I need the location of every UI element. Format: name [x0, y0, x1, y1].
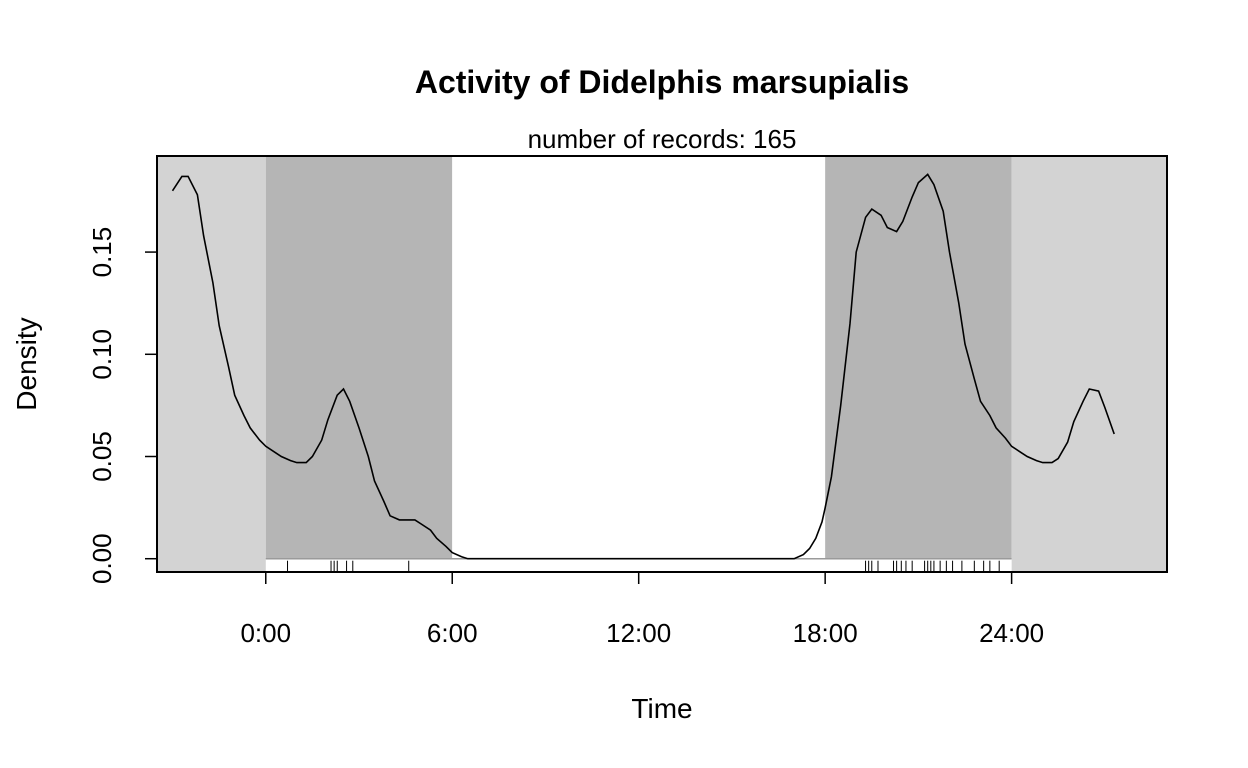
record-rug — [287, 560, 1000, 573]
plot-frame — [156, 155, 1168, 573]
density-line-0 — [171, 173, 1115, 560]
chart-title: Activity of Didelphis marsupialis — [415, 64, 909, 100]
shade-band-0 — [157, 156, 266, 572]
shade-band-4 — [1011, 156, 1167, 572]
x-tick-label: 12:00 — [606, 618, 671, 648]
rug-strip — [265, 558, 1012, 572]
y-tick-label: 0.10 — [87, 329, 117, 380]
x-tick-label: 18:00 — [793, 618, 858, 648]
density-curve-series — [171, 173, 1115, 560]
shade-band-1 — [265, 156, 453, 572]
x-tick-label: 24:00 — [979, 618, 1044, 648]
chart-subtitle: number of records: 165 — [528, 124, 797, 154]
x-tick-label: 0:00 — [240, 618, 291, 648]
shade-band-2 — [452, 156, 826, 572]
y-tick-label: 0.05 — [87, 431, 117, 482]
density-baseline — [265, 557, 1012, 572]
y-axis-label: Density — [11, 317, 42, 410]
x-axis: 0:00 6:00 12:00 18:00 24:00 — [240, 572, 1044, 648]
x-tick-label: 6:00 — [427, 618, 478, 648]
shade-band-3 — [825, 156, 1012, 572]
y-axis: 0.00 0.05 0.10 0.15 — [87, 227, 157, 584]
time-shading — [157, 156, 1167, 572]
y-tick-label: 0.00 — [87, 533, 117, 584]
x-axis-label: Time — [631, 693, 692, 724]
y-tick-label: 0.15 — [87, 227, 117, 278]
